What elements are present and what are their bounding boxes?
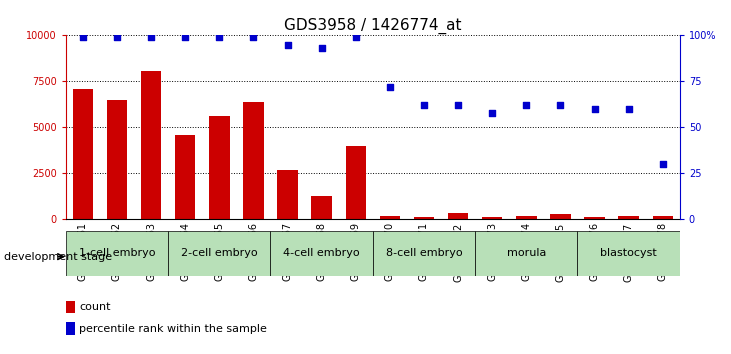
Text: 1-cell embryo: 1-cell embryo	[79, 249, 155, 258]
Bar	[141, 71, 162, 219]
Bar	[584, 217, 605, 219]
Text: morula: morula	[507, 249, 546, 258]
Bar	[277, 170, 298, 219]
Bar	[311, 195, 332, 219]
Bar	[346, 146, 366, 219]
Text: count: count	[79, 302, 110, 312]
Point	[248, 34, 260, 40]
Text: 4-cell embryo: 4-cell embryo	[284, 249, 360, 258]
Point	[145, 34, 157, 40]
Bar	[209, 116, 230, 219]
Title: GDS3958 / 1426774_at: GDS3958 / 1426774_at	[284, 18, 461, 34]
Bar	[379, 216, 400, 219]
Bar	[175, 135, 195, 219]
Point	[213, 34, 225, 40]
Point	[179, 34, 191, 40]
Bar	[270, 231, 373, 276]
Bar	[475, 231, 577, 276]
Bar	[550, 214, 571, 219]
Point	[316, 45, 327, 51]
Bar	[577, 231, 680, 276]
Bar	[516, 216, 537, 219]
Point	[418, 103, 430, 108]
Text: development stage: development stage	[4, 252, 112, 262]
Point	[588, 106, 600, 112]
Bar	[653, 216, 673, 219]
Point	[350, 34, 362, 40]
Bar	[107, 100, 127, 219]
Bar	[414, 217, 434, 219]
Bar	[72, 89, 93, 219]
Text: blastocyst: blastocyst	[600, 249, 657, 258]
Bar	[243, 102, 264, 219]
Bar	[482, 217, 502, 219]
Bar	[448, 213, 469, 219]
Point	[281, 42, 293, 47]
Point	[657, 161, 669, 167]
Bar	[618, 216, 639, 219]
Point	[555, 103, 567, 108]
Point	[623, 106, 635, 112]
Point	[77, 34, 88, 40]
Point	[111, 34, 123, 40]
Point	[452, 103, 464, 108]
Point	[384, 84, 395, 90]
Text: 2-cell embryo: 2-cell embryo	[181, 249, 257, 258]
Bar	[373, 231, 475, 276]
Bar	[66, 231, 168, 276]
Text: 8-cell embryo: 8-cell embryo	[386, 249, 462, 258]
Point	[486, 110, 498, 115]
Bar	[168, 231, 270, 276]
Point	[520, 103, 532, 108]
Text: percentile rank within the sample: percentile rank within the sample	[79, 324, 267, 333]
